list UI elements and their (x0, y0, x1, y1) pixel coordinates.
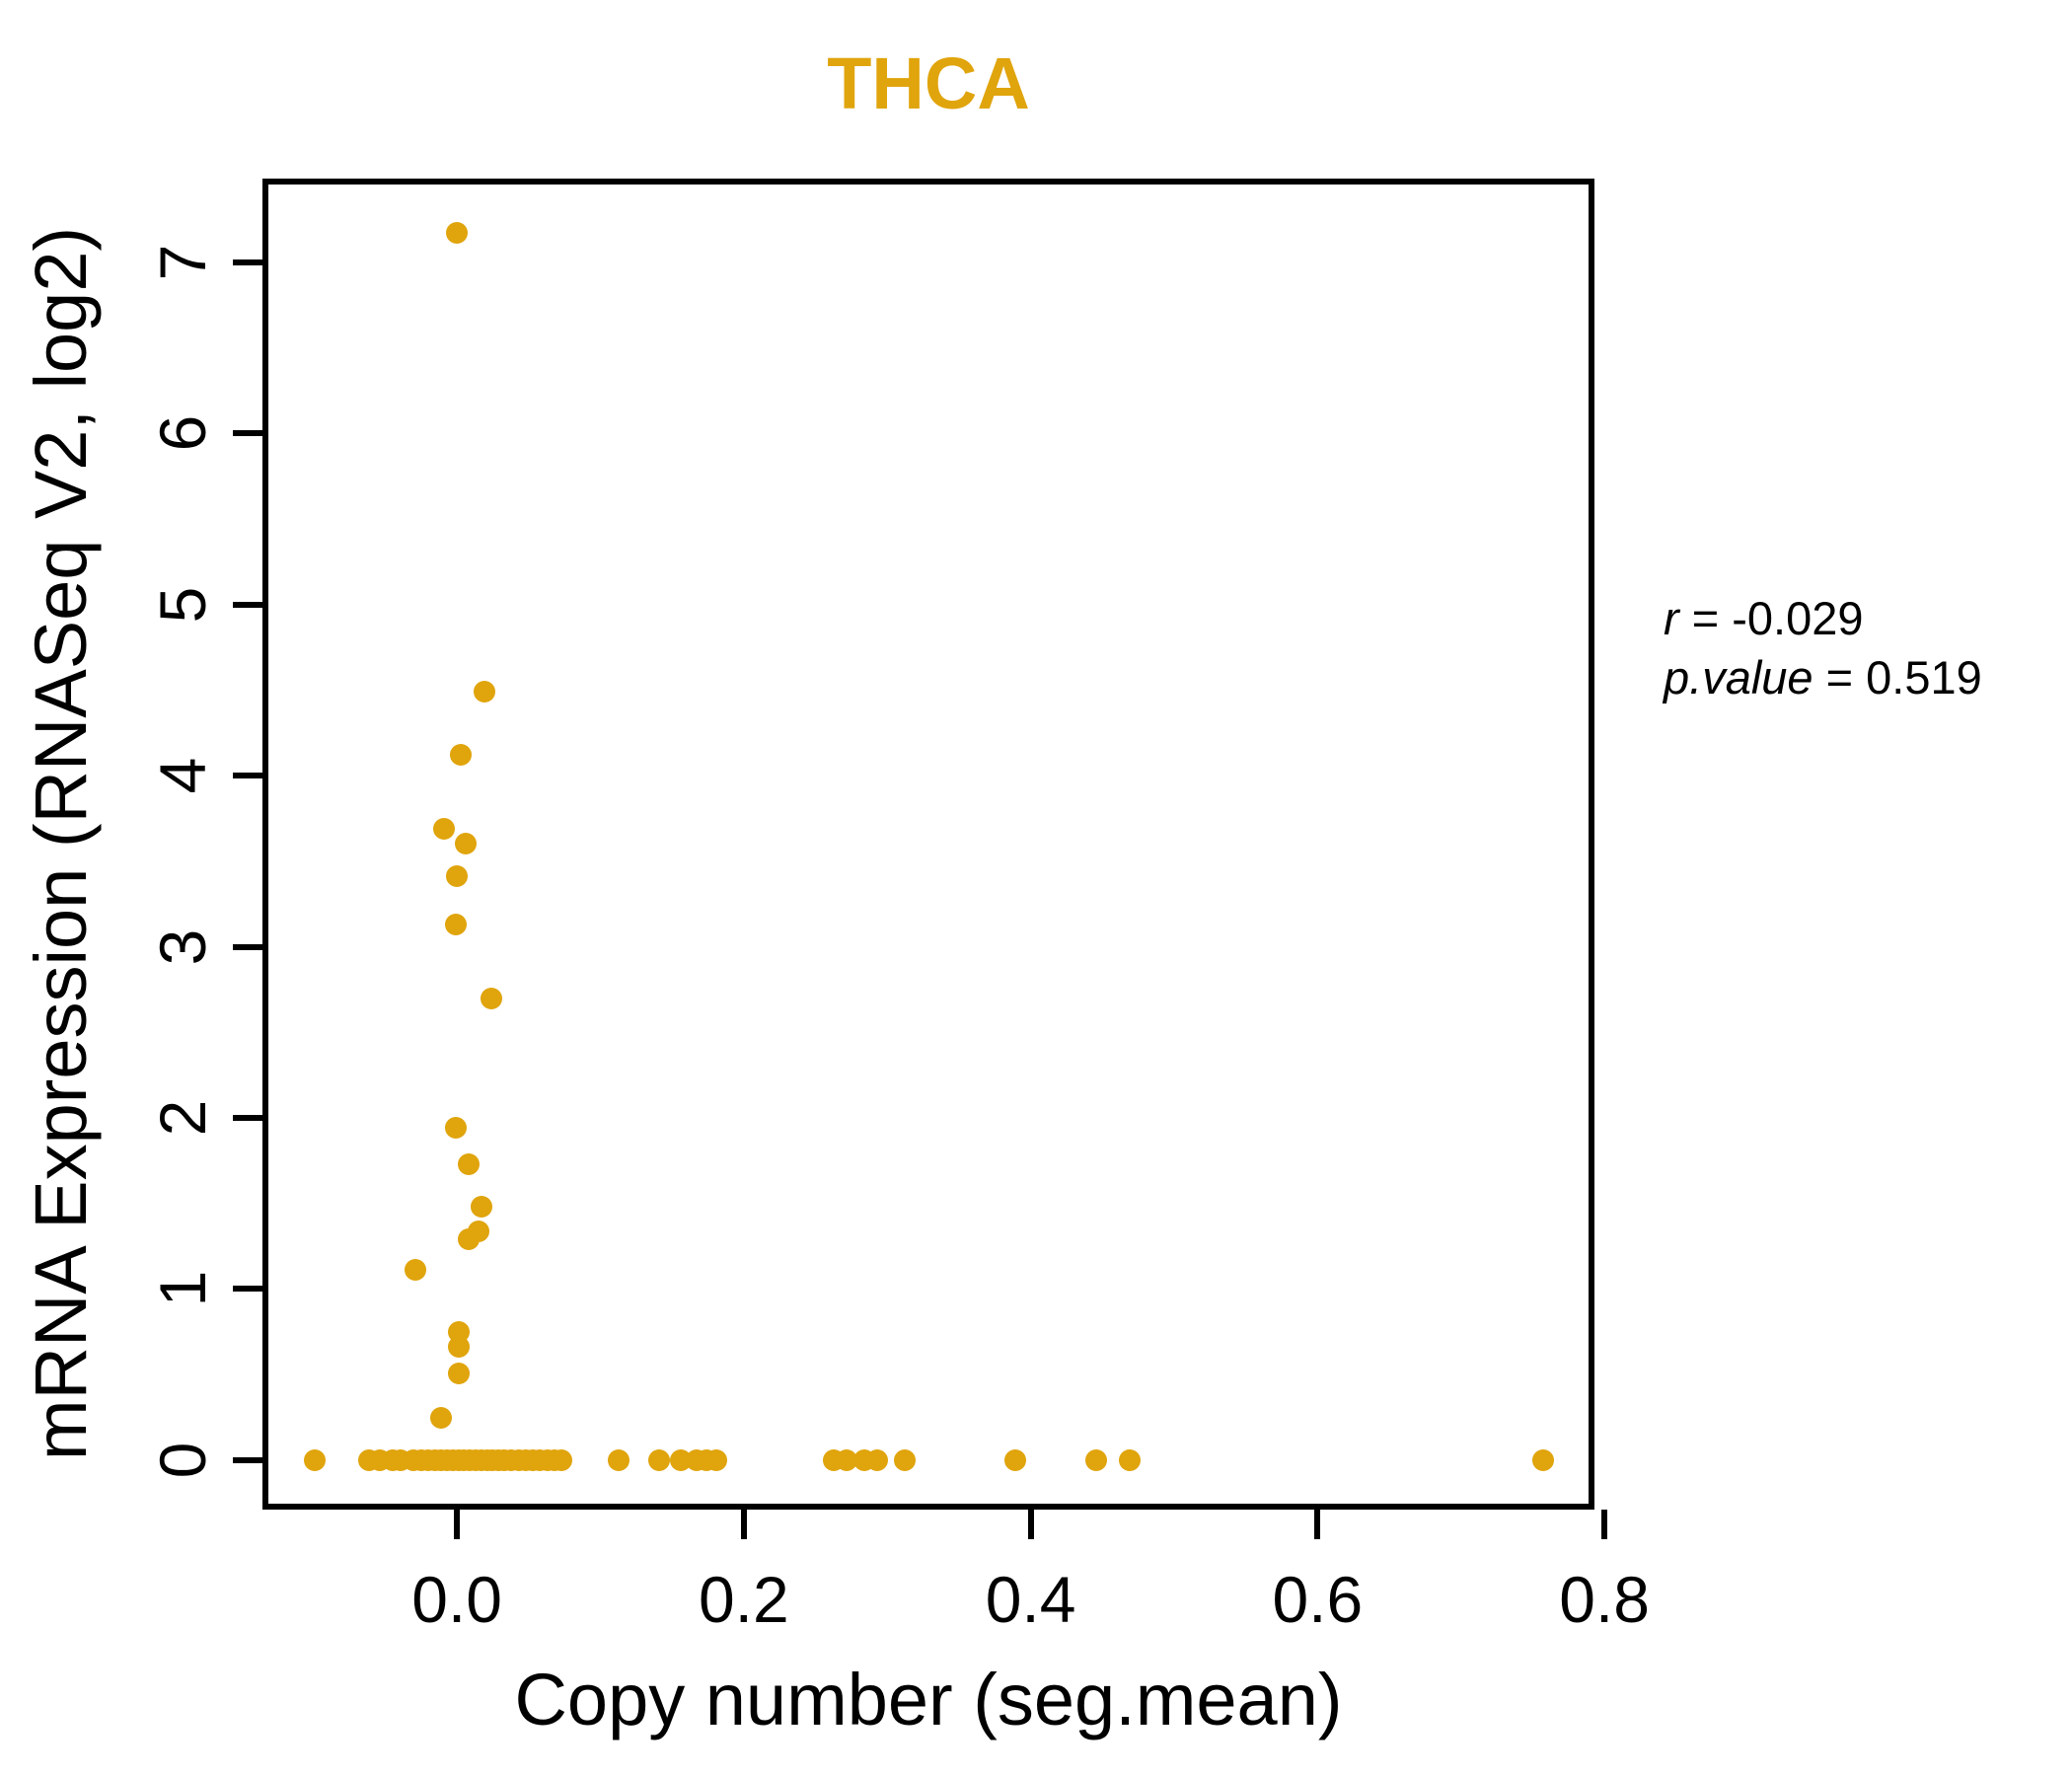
data-point[interactable] (1003, 1448, 1026, 1471)
data-point[interactable] (446, 865, 469, 888)
plot-area (262, 179, 1594, 1510)
data-point[interactable] (551, 1448, 573, 1471)
x-axis-title: Copy number (seg.mean) (514, 1659, 1343, 1740)
y-axis-tick-label-text: 1 (146, 1271, 219, 1307)
y-axis-tick (233, 1286, 262, 1293)
x-axis-tick-label: 0.0 (411, 1563, 502, 1636)
y-axis-tick (233, 1115, 262, 1121)
y-axis-tick (233, 1456, 262, 1463)
data-point[interactable] (446, 222, 469, 245)
data-point[interactable] (454, 833, 477, 855)
x-axis-tick-label: 0.8 (1559, 1563, 1650, 1636)
r-value-line: r = -0.029 (1664, 589, 1982, 648)
y-axis-tick (233, 943, 262, 950)
data-point[interactable] (470, 1196, 492, 1219)
data-point[interactable] (1118, 1448, 1141, 1471)
data-point[interactable] (430, 1406, 453, 1429)
y-axis-tick-label-text: 0 (146, 1442, 219, 1479)
x-axis-tick-label: 0.4 (985, 1563, 1076, 1636)
data-point[interactable] (444, 1117, 467, 1140)
data-point[interactable] (447, 1336, 470, 1359)
data-point[interactable] (836, 1448, 858, 1471)
p-value: = 0.519 (1813, 651, 1982, 703)
y-axis-tick-label-text: 5 (146, 586, 219, 623)
data-point[interactable] (447, 1362, 470, 1384)
data-point[interactable] (893, 1448, 916, 1471)
data-point[interactable] (608, 1448, 630, 1471)
y-axis-tick (233, 259, 262, 265)
chart-title: THCA (827, 42, 1030, 124)
y-axis-tick-label-text: 3 (146, 928, 219, 965)
data-point[interactable] (1085, 1448, 1108, 1471)
data-point[interactable] (1531, 1448, 1554, 1471)
p-value-label: p.value (1664, 651, 1813, 703)
y-axis-title-text: mRNA Expression (RNASeq V2, log2) (20, 226, 102, 1461)
data-point[interactable] (304, 1448, 327, 1471)
data-point[interactable] (404, 1259, 426, 1282)
data-point[interactable] (450, 744, 473, 767)
data-point[interactable] (705, 1448, 728, 1471)
stats-annotation: r = -0.029 p.value = 0.519 (1664, 589, 1982, 707)
x-axis-tick (1601, 1510, 1608, 1539)
x-axis-tick-label: 0.2 (698, 1563, 789, 1636)
y-axis-tick-label-text: 4 (146, 757, 219, 794)
y-axis-tick (233, 601, 262, 608)
x-axis-tick (1314, 1510, 1321, 1539)
data-point[interactable] (457, 1152, 480, 1175)
data-point[interactable] (432, 817, 455, 840)
y-axis-tick (233, 773, 262, 779)
x-axis-tick (740, 1510, 747, 1539)
x-axis-tick-label: 0.6 (1272, 1563, 1364, 1636)
x-axis-tick (454, 1510, 461, 1539)
data-point[interactable] (866, 1448, 889, 1471)
y-axis-tick-label-text: 6 (146, 414, 219, 452)
data-point[interactable] (457, 1228, 480, 1251)
r-label: r (1664, 592, 1679, 644)
data-point[interactable] (480, 987, 502, 1009)
data-point[interactable] (648, 1448, 671, 1471)
data-point[interactable] (473, 681, 495, 703)
r-value: = -0.029 (1678, 592, 1864, 644)
x-axis-tick (1027, 1510, 1034, 1539)
y-axis-tick-label-text: 2 (146, 1099, 219, 1137)
p-value-line: p.value = 0.519 (1664, 648, 1982, 707)
y-axis-tick-label-text: 7 (146, 244, 219, 280)
y-axis-tick (233, 430, 262, 437)
data-point[interactable] (444, 913, 467, 935)
